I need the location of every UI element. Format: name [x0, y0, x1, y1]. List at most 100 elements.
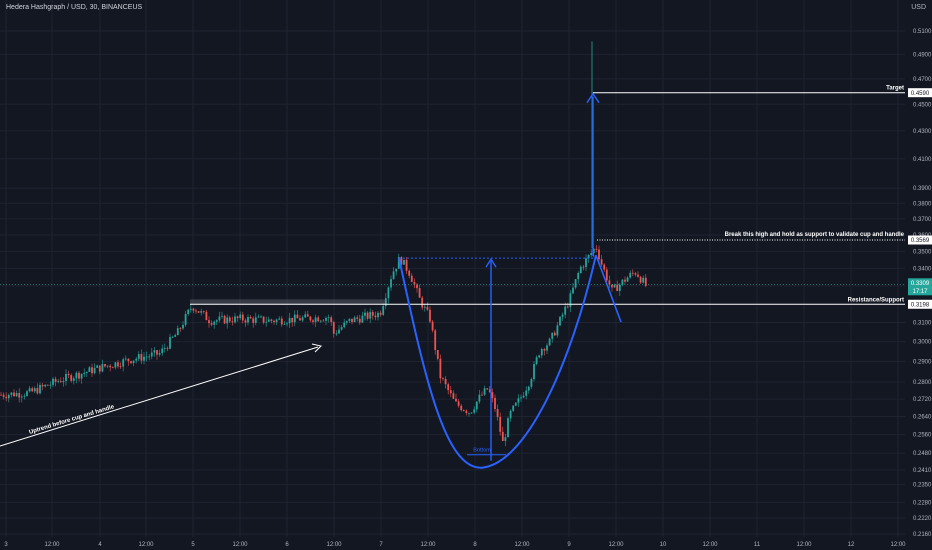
candle-body [267, 319, 270, 322]
candle-body [468, 412, 470, 414]
y-tick-label: 0.4700 [913, 77, 932, 83]
candle-body [470, 412, 473, 414]
candle-body [478, 394, 481, 402]
candle-body [457, 401, 460, 406]
candle-body [353, 317, 356, 323]
candle-body [566, 306, 569, 308]
candle-body [5, 396, 8, 399]
candle-body [473, 409, 476, 413]
candle-body [197, 311, 200, 313]
candle-body [462, 410, 465, 411]
candle-body [15, 393, 18, 397]
candle-body [436, 349, 439, 359]
candle-body [31, 388, 34, 392]
chart-title: Hedera Hashgraph / USD, 30, BINANCEUS [6, 4, 143, 11]
x-tick-label: 4 [98, 542, 102, 548]
candle-body [2, 394, 5, 397]
candle-body [150, 352, 153, 357]
candle-body [512, 405, 515, 411]
candle-body [0, 394, 2, 396]
candle-body [371, 311, 374, 316]
candle-body [234, 316, 236, 323]
y-tick-label: 0.3400 [913, 266, 932, 272]
candle-body [161, 348, 164, 354]
y-tick-label: 0.2280 [913, 500, 932, 506]
x-tick-label: 12:00 [420, 542, 436, 548]
candle-body [600, 259, 603, 265]
candle-body [91, 367, 93, 374]
candle-body [460, 405, 463, 411]
candles [0, 245, 647, 447]
candle-body [520, 397, 522, 399]
y-tick-label: 0.2220 [913, 516, 932, 522]
candle-body [145, 356, 148, 358]
candle-body [26, 391, 28, 396]
candle-body [239, 314, 242, 319]
candle-body [223, 315, 226, 324]
y-tick-label: 0.2160 [913, 532, 932, 538]
bottom-label: Bottom [473, 448, 491, 454]
candle-body [215, 320, 218, 322]
candle-body [465, 410, 468, 414]
candle-body [543, 349, 546, 351]
candle-body [98, 365, 101, 372]
candle-body [553, 332, 556, 336]
x-tick-label: 12:00 [232, 542, 248, 548]
candle-body [579, 266, 582, 273]
candle-body [228, 317, 231, 322]
candle-body [605, 269, 608, 281]
candle-body [501, 431, 504, 442]
candle-body [189, 308, 192, 310]
candle-body [13, 392, 15, 397]
candle-body [18, 393, 21, 398]
candle-body [62, 381, 65, 383]
y-tick-label: 0.4100 [913, 157, 932, 163]
candle-body [195, 310, 197, 312]
candle-body [592, 248, 595, 254]
y-tick-label: 0.4900 [913, 52, 932, 58]
candle-body [382, 306, 385, 315]
candle-body [176, 328, 179, 336]
candle-body [582, 266, 585, 268]
candle-body [431, 321, 434, 331]
candle-body [130, 361, 132, 364]
candle-body [361, 315, 364, 323]
candle-body [356, 317, 359, 319]
candle-body [629, 272, 632, 278]
candle-body [127, 358, 130, 362]
candle-body [49, 384, 52, 386]
candle-body [114, 362, 117, 368]
x-tick-label: 6 [285, 542, 289, 548]
candle-body [54, 378, 57, 382]
candle-body [254, 317, 257, 323]
candle-body [421, 297, 424, 308]
y-tick-label: 0.3900 [913, 186, 932, 192]
candle-body [418, 288, 421, 298]
candle-body [244, 320, 247, 323]
x-tick-label: 11 [754, 542, 761, 548]
y-tick-label: 0.5100 [913, 29, 932, 35]
candle-body [46, 384, 49, 386]
candle-body [475, 401, 478, 410]
y-tick-label: 0.3000 [913, 340, 932, 346]
x-tick-label: 7 [379, 542, 383, 548]
candle-body [631, 272, 634, 274]
x-tick-label: 12:00 [890, 542, 906, 548]
price-label-box [908, 235, 932, 245]
candle-body [366, 312, 369, 319]
candle-body [117, 362, 119, 367]
y-tick-label: 0.2800 [913, 380, 932, 386]
x-tick-label: 12:00 [326, 542, 342, 548]
y-tick-label: 0.2640 [913, 415, 932, 421]
candle-body [135, 358, 138, 361]
x-tick-label: 8 [473, 542, 477, 548]
target-arrowhead [586, 92, 600, 104]
y-tick-label: 0.2720 [913, 397, 932, 403]
candle-body [67, 373, 70, 376]
candle-body [283, 324, 286, 326]
candle-body [491, 392, 494, 398]
candle-body [205, 311, 208, 321]
x-tick-label: 12:00 [138, 542, 154, 548]
candle-body [452, 393, 455, 399]
